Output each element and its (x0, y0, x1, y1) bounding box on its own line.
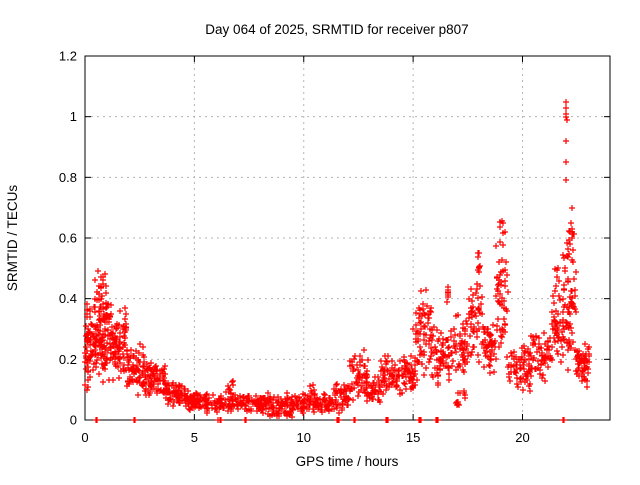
x-tick-label: 15 (406, 430, 420, 445)
chart-title: Day 064 of 2025, SRMTID for receiver p80… (205, 22, 468, 37)
x-tick-label: 10 (297, 430, 311, 445)
x-tick-label: 5 (191, 430, 198, 445)
y-tick-label: 0.2 (59, 352, 77, 367)
y-tick-label: 0.8 (59, 170, 77, 185)
y-axis-label: SRMTID / TECUs (5, 185, 20, 292)
plot-border (84, 55, 611, 421)
y-tick-label: 0.4 (59, 291, 77, 306)
x-axis-label: GPS time / hours (296, 454, 399, 469)
y-tick-label: 1 (70, 109, 77, 124)
y-tick-label: 0 (70, 413, 77, 428)
data-points (82, 99, 592, 423)
x-tick-label: 20 (515, 430, 529, 445)
axis-tick-labels: 0 5 10 15 20 0 0.2 0.4 0.6 0.8 1 1.2 (59, 49, 530, 446)
grid-lines (85, 56, 610, 420)
y-tick-label: 0.6 (59, 231, 77, 246)
y-tick-label: 1.2 (59, 49, 77, 64)
x-tick-label: 0 (81, 430, 88, 445)
scatter-markers (82, 99, 592, 423)
